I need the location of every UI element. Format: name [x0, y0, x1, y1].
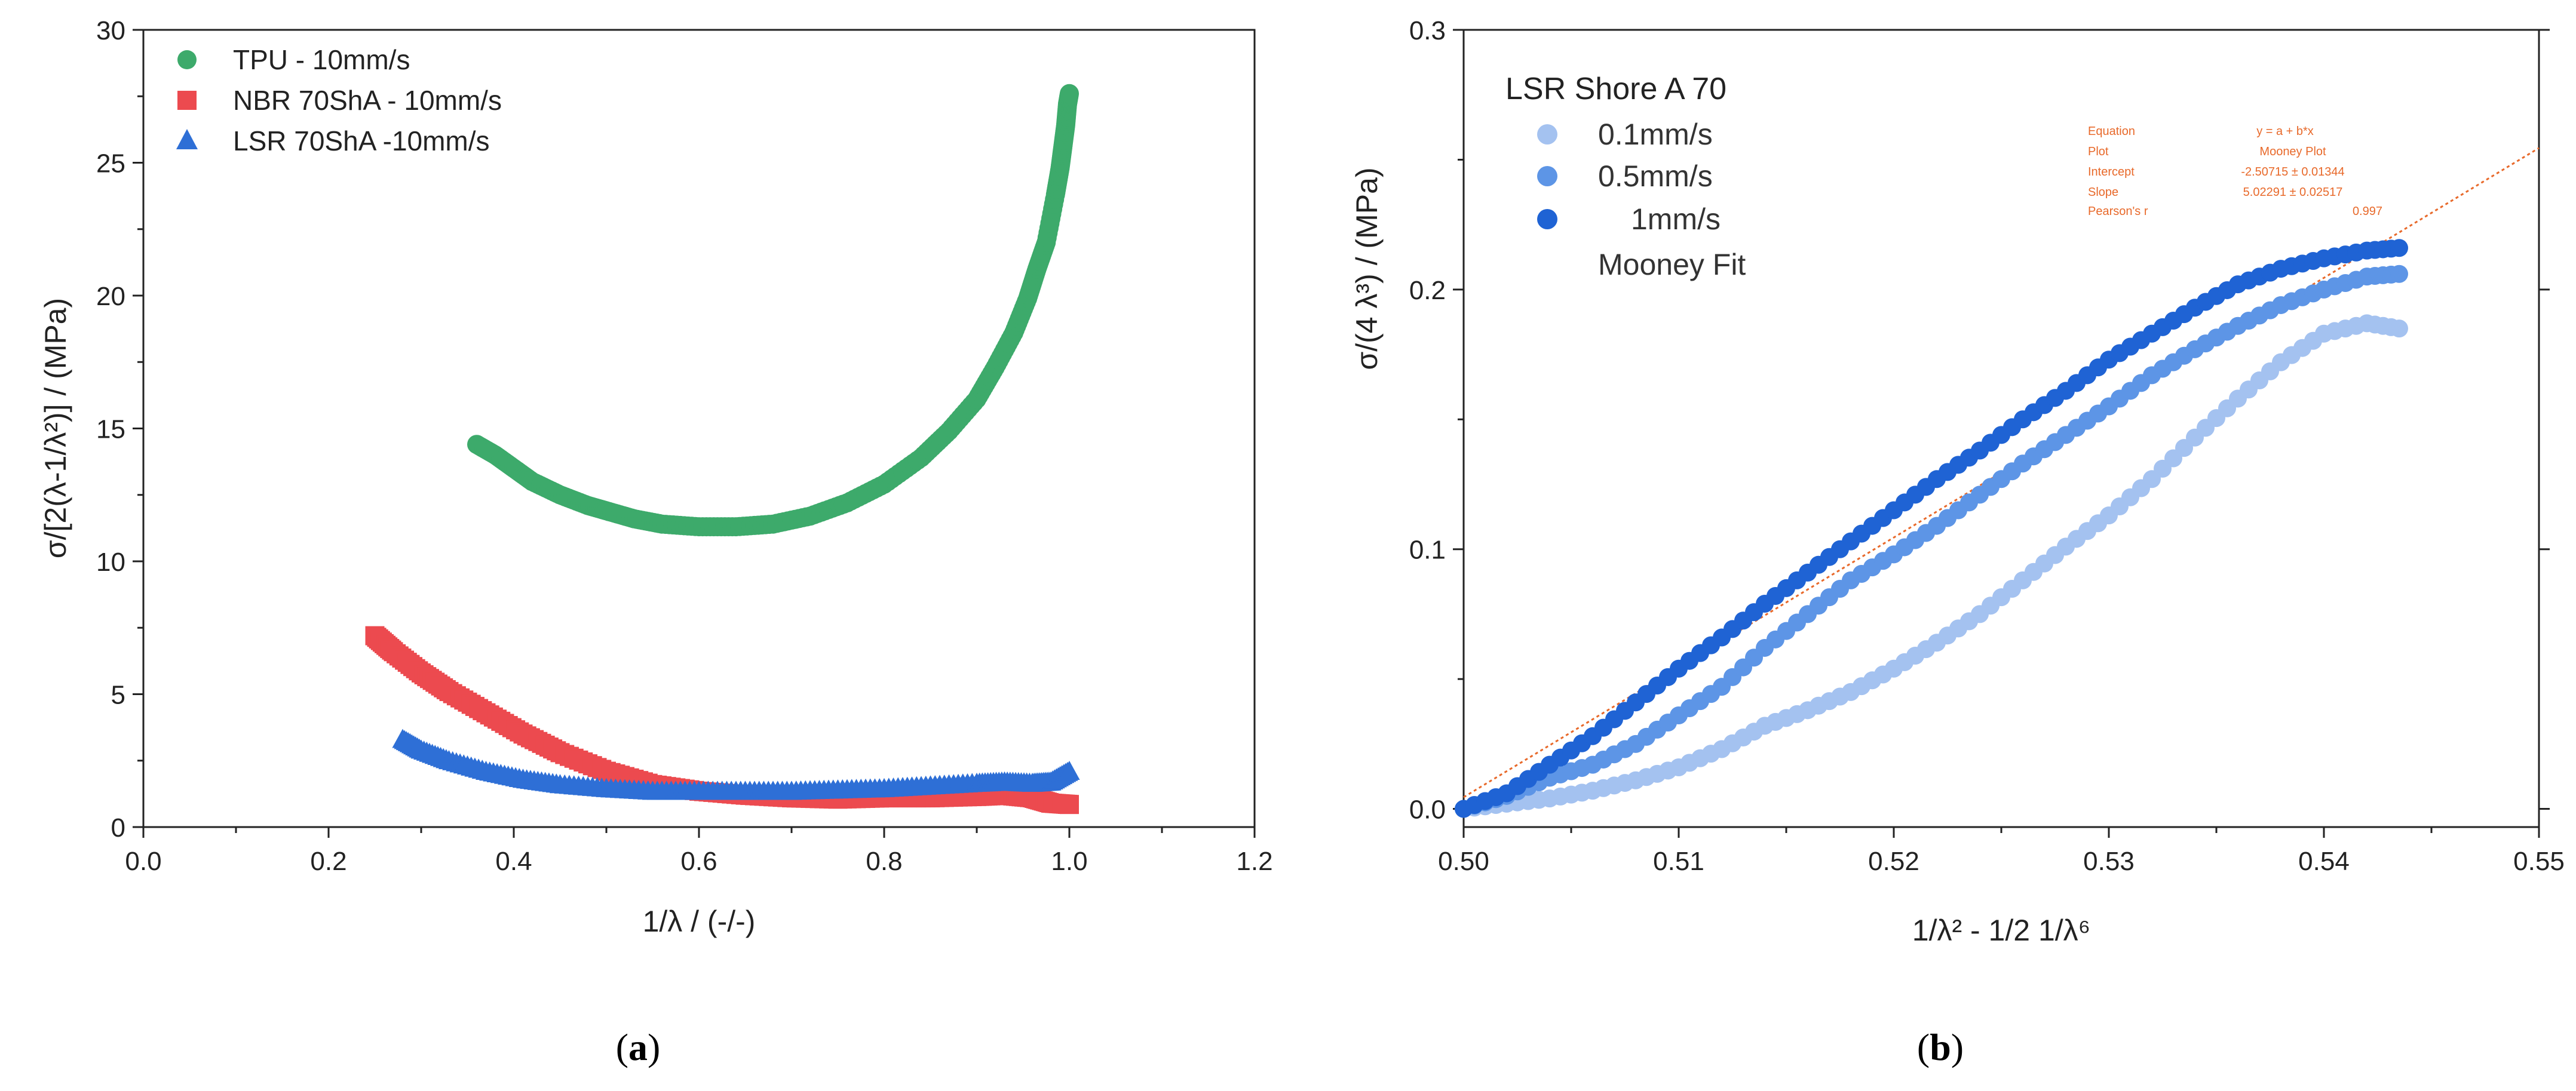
- fit-row-4-val: 0.997: [2353, 205, 2382, 218]
- y-tick-label: 25: [96, 149, 125, 179]
- series-0-5mm-s: [1455, 265, 2408, 818]
- panel-a-ticks: 0.0 0.2 0.4 0.6 0.8 1.0 1.2 0 5 10 15 20 25 30: [96, 16, 1273, 876]
- panel-b-caption: (b): [1917, 1026, 1964, 1068]
- panel-a-data-points: [365, 84, 1080, 815]
- x-tick-label: 0.55: [2513, 847, 2565, 876]
- x-tick-label: 0.54: [2298, 847, 2350, 876]
- fit-row-1-val: Mooney Plot: [2259, 145, 2326, 158]
- legend-marker-tpu: [177, 50, 197, 69]
- fit-row-2-key: Intercept: [2088, 165, 2135, 179]
- panel-a-ylabel: σ/[2(λ-1/λ²)] / (MPa): [39, 298, 72, 558]
- panel-b-ticks: 0.50 0.51 0.52 0.53 0.54 0.55 0.0 0.1 0.2 0.3: [1409, 16, 2565, 876]
- x-tick-label: 0.4: [495, 847, 532, 876]
- legend-label-mooney-fit: Mooney Fit: [1598, 248, 1746, 281]
- fit-row-3-val: 5.02291 ± 0.02517: [2243, 186, 2343, 199]
- x-tick-label: 0.2: [310, 847, 346, 876]
- legend-label-nbr: NBR 70ShA - 10mm/s: [233, 85, 502, 116]
- fit-row-1-key: Plot: [2088, 145, 2109, 158]
- data-point: [1060, 795, 1079, 815]
- data-point: [2390, 239, 2408, 257]
- data-point: [1059, 760, 1080, 780]
- data-point: [2390, 265, 2408, 283]
- legend-marker-0-1mms: [1537, 124, 1557, 145]
- x-tick-label: 1.0: [1051, 847, 1087, 876]
- panel-b-legend: LSR Shore A 70 0.1mm/s 0.5mm/s 1mm/s Moo…: [1505, 72, 1746, 281]
- y-tick-label: 10: [96, 548, 125, 577]
- x-tick-label: 0.50: [1438, 847, 1489, 876]
- legend-label-1mms: 1mm/s: [1631, 202, 1721, 236]
- panel-b-ylabel: σ/(4 λ³) / (MPa): [1350, 167, 1384, 370]
- x-tick-label: 0.6: [680, 847, 717, 876]
- panel-a-chart: 0.0 0.2 0.4 0.6 0.8 1.0 1.2 0 5 10 15 20 25 30 1/λ / …: [39, 16, 1273, 1068]
- panel-a-legend: TPU - 10mm/s NBR 70ShA - 10mm/s LSR 70Sh…: [176, 44, 502, 156]
- data-point: [1060, 84, 1079, 103]
- fit-row-4-key: Pearson's r: [2088, 205, 2148, 218]
- y-tick-label: 0.0: [1409, 795, 1446, 825]
- series-1mm-s: [1455, 239, 2408, 818]
- legend-label-lsr: LSR 70ShA -10mm/s: [233, 125, 490, 156]
- fit-row-3-key: Slope: [2088, 186, 2118, 199]
- fit-row-0-val: y = a + b*x: [2256, 125, 2314, 138]
- data-point: [2390, 319, 2408, 338]
- x-tick-label: 0.51: [1653, 847, 1704, 876]
- fit-row-0-key: Equation: [2088, 125, 2135, 138]
- legend-label-0-5mms: 0.5mm/s: [1598, 159, 1713, 193]
- panel-a-xlabel: 1/λ / (-/-): [643, 905, 756, 938]
- legend-label-tpu: TPU - 10mm/s: [233, 44, 410, 75]
- y-tick-label: 0.1: [1409, 536, 1446, 565]
- panel-b-caption-label: b: [1930, 1026, 1951, 1068]
- legend-label-0-1mms: 0.1mm/s: [1598, 118, 1713, 151]
- legend-marker-0-5mms: [1537, 166, 1557, 186]
- y-tick-label: 5: [111, 681, 125, 710]
- panel-b-data-points: [1455, 239, 2408, 818]
- series-tpu-10mm-s: [467, 84, 1079, 537]
- panel-a-caption: (a): [616, 1026, 661, 1068]
- legend-marker-1mms: [1537, 209, 1557, 229]
- x-tick-label: 0.53: [2083, 847, 2135, 876]
- legend-title: LSR Shore A 70: [1505, 72, 1726, 106]
- panel-b-xlabel: 1/λ² - 1/2 1/λ⁶: [1912, 914, 2090, 947]
- x-tick-label: 1.2: [1236, 847, 1272, 876]
- panel-b-chart: 0.50 0.51 0.52 0.53 0.54 0.55 0.0 0.1 0.2 0.3 1/λ…: [1350, 16, 2565, 1068]
- legend-marker-nbr: [177, 91, 197, 110]
- legend-marker-lsr: [176, 129, 198, 149]
- x-tick-label: 0.0: [125, 847, 161, 876]
- y-tick-label: 0.2: [1409, 276, 1446, 305]
- y-tick-label: 20: [96, 282, 125, 311]
- panel-a-caption-label: a: [628, 1026, 648, 1068]
- y-tick-label: 15: [96, 415, 125, 444]
- y-tick-label: 30: [96, 16, 125, 45]
- fit-parameter-table: Equation y = a + b*x Plot Mooney Plot In…: [2088, 125, 2382, 218]
- x-tick-label: 0.52: [1868, 847, 1919, 876]
- y-tick-label: 0: [111, 813, 125, 843]
- y-tick-label: 0.3: [1409, 16, 1446, 45]
- fit-row-2-val: -2.50715 ± 0.01344: [2241, 165, 2344, 179]
- series-nbr-70sha-10mm-s: [365, 626, 1079, 815]
- x-tick-label: 0.8: [866, 847, 902, 876]
- series-lsr-70sha-10mm-s: [392, 729, 1080, 800]
